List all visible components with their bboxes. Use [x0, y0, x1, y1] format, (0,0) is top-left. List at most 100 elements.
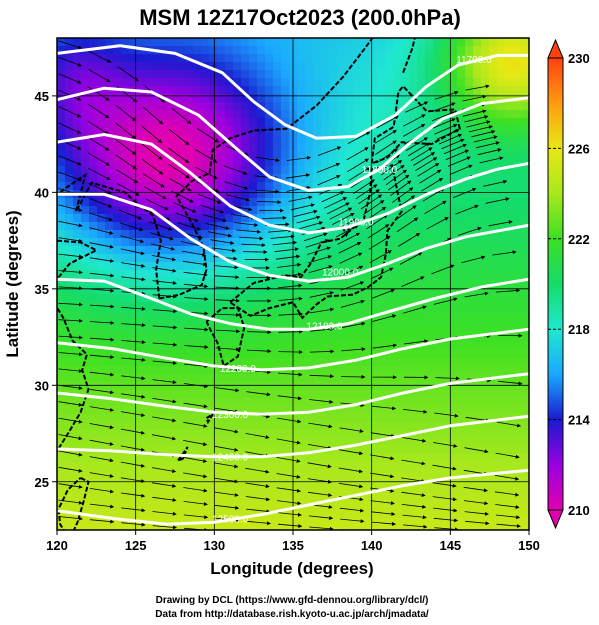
field-cell — [441, 294, 450, 303]
field-cell — [113, 214, 122, 223]
field-cell — [321, 398, 330, 407]
field-cell — [361, 190, 370, 199]
field-cell — [265, 446, 274, 455]
field-cell — [273, 486, 282, 495]
field-cell — [305, 134, 314, 143]
field-cell — [481, 46, 490, 55]
field-cell — [137, 462, 146, 471]
field-cell — [313, 190, 322, 199]
wind-arrow — [142, 106, 164, 125]
field-cell — [505, 238, 514, 247]
field-cell — [193, 438, 202, 447]
field-cell — [465, 406, 474, 415]
field-cell — [377, 422, 386, 431]
field-cell — [57, 238, 66, 247]
field-cell — [433, 238, 442, 247]
field-cell — [473, 294, 482, 303]
field-cell — [361, 198, 370, 207]
field-cell — [409, 238, 418, 247]
field-cell — [393, 310, 402, 319]
field-cell — [281, 158, 290, 167]
field-cell — [329, 246, 338, 255]
field-cell — [241, 358, 250, 367]
field-cell — [313, 142, 322, 151]
field-cell — [193, 478, 202, 487]
field-cell — [473, 398, 482, 407]
field-cell — [361, 406, 370, 415]
field-cell — [265, 158, 274, 167]
field-cell — [489, 110, 498, 119]
field-cell — [409, 414, 418, 423]
field-cell — [209, 374, 218, 383]
field-cell — [513, 446, 522, 455]
field-cell — [113, 54, 122, 63]
field-cell — [457, 390, 466, 399]
field-cell — [409, 438, 418, 447]
field-cell — [113, 342, 122, 351]
field-cell — [113, 414, 122, 423]
field-cell — [257, 134, 266, 143]
field-cell — [521, 38, 529, 47]
field-cell — [105, 414, 114, 423]
field-cell — [281, 510, 290, 519]
field-cell — [233, 86, 242, 95]
wind-arrow — [58, 450, 83, 457]
field-cell — [233, 110, 242, 119]
contour-label: 12400.0 — [212, 453, 249, 464]
field-cell — [241, 302, 250, 311]
field-cell — [313, 462, 322, 471]
field-cell — [161, 334, 170, 343]
field-cell — [361, 134, 370, 143]
field-cell — [81, 222, 90, 231]
field-cell — [449, 254, 458, 263]
field-cell — [473, 238, 482, 247]
field-cell — [57, 62, 66, 71]
field-cell — [401, 350, 410, 359]
field-cell — [57, 470, 66, 479]
field-cell — [409, 326, 418, 335]
wind-arrow — [372, 314, 397, 322]
field-cell — [465, 206, 474, 215]
field-cell — [73, 62, 82, 71]
field-cell — [177, 462, 186, 471]
field-cell — [153, 142, 162, 151]
field-cell — [521, 478, 529, 487]
field-cell — [433, 286, 442, 295]
field-cell — [329, 390, 338, 399]
field-cell — [209, 382, 218, 391]
field-cell — [401, 246, 410, 255]
field-cell — [153, 94, 162, 103]
field-cell — [497, 494, 506, 503]
field-cell — [137, 390, 146, 399]
field-cell — [329, 262, 338, 271]
wind-arrow — [392, 187, 414, 203]
wind-arrow — [277, 262, 302, 268]
field-cell — [337, 78, 346, 87]
field-cell — [265, 190, 274, 199]
field-cell — [129, 366, 138, 375]
field-cell — [161, 134, 170, 143]
field-cell — [337, 478, 346, 487]
field-cell — [449, 446, 458, 455]
field-cell — [473, 382, 482, 391]
field-cell — [249, 150, 258, 159]
field-cell — [81, 438, 90, 447]
field-cell — [209, 350, 218, 359]
field-cell — [409, 182, 418, 191]
field-cell — [281, 294, 290, 303]
field-cell — [217, 158, 226, 167]
field-cell — [153, 150, 162, 159]
field-cell — [369, 510, 378, 519]
field-cell — [481, 254, 490, 263]
field-cell — [329, 78, 338, 87]
field-cell — [273, 86, 282, 95]
field-cell — [353, 382, 362, 391]
field-cell — [473, 526, 482, 530]
field-cell — [257, 158, 266, 167]
field-cell — [241, 158, 250, 167]
field-cell — [401, 518, 410, 527]
field-cell — [393, 358, 402, 367]
wind-arrow — [183, 383, 209, 389]
field-cell — [121, 254, 130, 263]
field-cell — [241, 46, 250, 55]
